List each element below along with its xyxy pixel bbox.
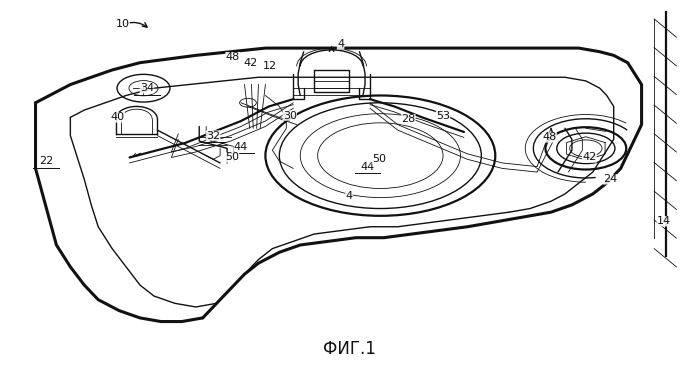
Text: ФИГ.1: ФИГ.1 bbox=[322, 340, 376, 358]
Text: 53: 53 bbox=[436, 111, 450, 120]
Text: 4: 4 bbox=[337, 40, 344, 49]
Text: 10: 10 bbox=[116, 19, 130, 29]
Text: 48: 48 bbox=[542, 132, 557, 142]
Text: 22: 22 bbox=[39, 156, 53, 166]
Text: 12: 12 bbox=[263, 61, 277, 71]
Text: 50: 50 bbox=[372, 154, 386, 164]
Text: 44: 44 bbox=[361, 162, 375, 172]
Text: 4: 4 bbox=[346, 191, 352, 201]
Text: 30: 30 bbox=[283, 111, 297, 120]
Text: 44: 44 bbox=[234, 142, 248, 152]
Text: 50: 50 bbox=[225, 153, 239, 163]
Text: 42: 42 bbox=[582, 153, 597, 163]
Text: 34: 34 bbox=[140, 83, 154, 93]
Text: 40: 40 bbox=[111, 112, 125, 122]
Text: 14: 14 bbox=[657, 216, 671, 226]
Text: 48: 48 bbox=[225, 52, 240, 62]
Text: 24: 24 bbox=[603, 174, 617, 184]
Text: 42: 42 bbox=[243, 58, 257, 68]
Text: 32: 32 bbox=[206, 131, 221, 141]
Text: 28: 28 bbox=[401, 114, 415, 124]
